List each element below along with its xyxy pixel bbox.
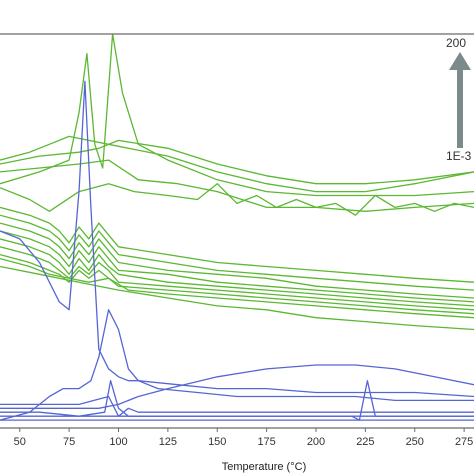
x-axis-title: Temperature (°C) [222, 461, 306, 473]
green-series-line-8 [0, 222, 474, 299]
green-series-line-10 [0, 238, 474, 307]
x-tick-label-175: 175 [257, 436, 275, 448]
x-tick-layer: 50 75 100 125 150 175 200 225 250 275 [14, 428, 473, 448]
green-series-line-14 [0, 265, 474, 331]
scale-annotation: 200 1E-3 [446, 36, 472, 163]
arrow-up-icon [449, 52, 471, 70]
green-series-line-7 [0, 214, 474, 291]
green-series-line-3 [0, 34, 474, 197]
x-tick-label-225: 225 [356, 436, 374, 448]
x-tick-label-200: 200 [307, 436, 325, 448]
arrow-bottom-label: 1E-3 [446, 149, 472, 163]
green-series-line-6 [0, 206, 474, 283]
blue-series-line-18 [0, 395, 474, 417]
blue-series-line-16 [0, 309, 474, 421]
green-series-line-4 [0, 159, 474, 212]
blue-series-line-17 [0, 364, 474, 409]
x-tick-label-250: 250 [406, 436, 424, 448]
x-tick-label-50: 50 [14, 436, 26, 448]
green-series-line-5 [0, 183, 474, 216]
arrow-top-label: 200 [446, 36, 466, 50]
blue-series-line-15 [0, 80, 474, 398]
x-tick-label-75: 75 [63, 436, 75, 448]
x-tick-label-100: 100 [109, 436, 127, 448]
green-series-line-11 [0, 246, 474, 311]
series-layer [0, 34, 474, 421]
x-tick-label-150: 150 [208, 436, 226, 448]
x-tick-label-125: 125 [159, 436, 177, 448]
green-series-line-13 [0, 257, 474, 319]
green-series-line-2 [0, 139, 474, 185]
blue-series-line-20 [0, 411, 474, 417]
x-tick-label-275: 275 [455, 436, 473, 448]
arrow-shaft [457, 66, 463, 148]
green-series-line-1 [0, 135, 474, 193]
green-series-line-9 [0, 230, 474, 303]
